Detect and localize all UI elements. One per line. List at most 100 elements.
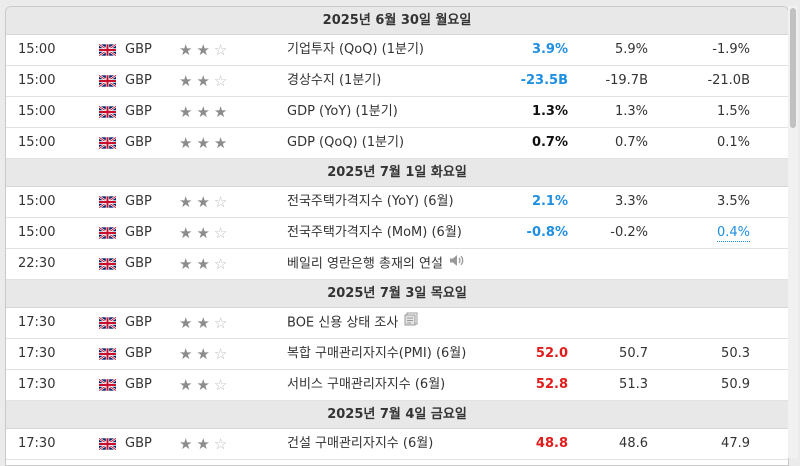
currency-code: GBP bbox=[125, 256, 152, 271]
previous-value[interactable]: 0.4% bbox=[716, 218, 750, 248]
uk-flag-icon bbox=[98, 74, 117, 88]
previous-value: 3.5% bbox=[716, 194, 750, 209]
uk-flag-icon bbox=[98, 347, 117, 361]
star-filled-icon: ★ bbox=[196, 224, 210, 242]
event-row[interactable]: 15:00 GBP ★ ★ ☆ 기업투자 (QoQ) (1분기) 3.9% 5.9% -1.9% bbox=[6, 35, 788, 66]
star-filled-icon: ★ bbox=[179, 41, 193, 59]
date-header: 2025년 7월 3일 목요일 bbox=[6, 280, 788, 308]
event-name[interactable]: 건설 구매관리자지수 (6월) bbox=[287, 429, 433, 459]
forecast-value: 51.3 bbox=[619, 377, 648, 392]
importance-stars: ★ ★ ☆ bbox=[179, 35, 227, 65]
forecast-value: 5.9% bbox=[614, 42, 648, 57]
uk-flag-icon bbox=[98, 437, 117, 451]
event-row[interactable]: 15:00 GBP ★ ★ ☆ 전국주택가격지수 (MoM) (6월) -0.8% -0.2%… bbox=[6, 218, 788, 249]
star-filled-icon: ★ bbox=[196, 345, 210, 363]
uk-flag-icon bbox=[98, 105, 117, 119]
star-empty-icon: ☆ bbox=[213, 314, 228, 332]
star-filled-icon: ★ bbox=[213, 134, 228, 152]
event-time: 15:00 bbox=[18, 42, 56, 57]
previous-value: 50.9 bbox=[721, 377, 750, 392]
importance-stars: ★ ★ ☆ bbox=[179, 308, 227, 338]
star-filled-icon: ★ bbox=[179, 193, 193, 211]
event-name-label: 베일리 영란은행 총재의 연설 bbox=[287, 256, 443, 272]
date-header: 2025년 6월 30일 월요일 bbox=[6, 7, 788, 35]
event-row[interactable]: 15:00 GBP ★ ★ ☆ 경상수지 (1분기) -23.5B -19.7B -21.0B bbox=[6, 66, 788, 97]
economic-calendar: 2025년 6월 30일 월요일 15:00 GBP ★ ★ ☆ 기업투자 (QoQ) (1… bbox=[5, 6, 789, 466]
star-filled-icon: ★ bbox=[179, 72, 193, 90]
scrollbar-thumb[interactable] bbox=[790, 8, 796, 128]
uk-flag-icon bbox=[98, 136, 117, 150]
star-filled-icon: ★ bbox=[196, 103, 210, 121]
importance-stars: ★ ★ ★ bbox=[179, 97, 227, 127]
event-name-label: 건설 구매관리자지수 (6월) bbox=[287, 436, 434, 451]
event-name[interactable]: 복합 구매관리자지수(PMI) (6월) bbox=[287, 339, 466, 369]
actual-value: 52.8 bbox=[535, 377, 568, 392]
event-time: 15:00 bbox=[18, 194, 56, 209]
currency-code: GBP bbox=[125, 104, 152, 119]
star-empty-icon: ☆ bbox=[213, 72, 228, 90]
uk-flag-icon bbox=[98, 226, 117, 240]
actual-value: 48.8 bbox=[535, 436, 568, 451]
event-name[interactable]: 베일리 영란은행 총재의 연설 bbox=[287, 249, 464, 280]
event-name-label: GDP (QoQ) (1분기) bbox=[287, 135, 405, 150]
importance-stars: ★ ★ ☆ bbox=[179, 429, 227, 459]
star-empty-icon: ☆ bbox=[213, 376, 228, 394]
star-filled-icon: ★ bbox=[196, 435, 210, 453]
importance-stars: ★ ★ ☆ bbox=[179, 66, 227, 96]
currency-code: GBP bbox=[125, 42, 152, 57]
star-filled-icon: ★ bbox=[179, 255, 193, 273]
event-name-label: 전국주택가격지수 (YoY) (6월) bbox=[287, 194, 454, 209]
event-name[interactable]: 전국주택가격지수 (MoM) (6월) bbox=[287, 218, 462, 248]
document-icon bbox=[404, 308, 418, 338]
star-filled-icon: ★ bbox=[196, 255, 210, 273]
actual-value: -23.5B bbox=[520, 73, 568, 88]
currency-code: GBP bbox=[125, 377, 152, 392]
event-name[interactable]: 경상수지 (1분기) bbox=[287, 66, 381, 96]
event-name[interactable]: 기업투자 (QoQ) (1분기) bbox=[287, 35, 424, 65]
star-filled-icon: ★ bbox=[213, 103, 228, 121]
event-row[interactable]: 17:30 GBP ★ ★ ☆ 건설 구매관리자지수 (6월) 48.8 48.6 47.9 bbox=[6, 429, 788, 460]
event-name[interactable]: BOE 신용 상태 조사 bbox=[287, 308, 418, 339]
event-row[interactable]: 17:30 GBP ★ ★ ☆ 복합 구매관리자지수(PMI) (6월) 52.0 50.7 5… bbox=[6, 339, 788, 370]
event-row[interactable]: 15:00 GBP ★ ★ ★ GDP (QoQ) (1분기) 0.7% 0.7% 0.1% bbox=[6, 128, 788, 159]
forecast-value: 48.6 bbox=[619, 436, 648, 451]
importance-stars: ★ ★ ☆ bbox=[179, 249, 227, 279]
event-row[interactable]: 15:00 GBP ★ ★ ☆ 전국주택가격지수 (YoY) (6월) 2.1% 3.3% 3.… bbox=[6, 187, 788, 218]
event-row[interactable]: 17:30 GBP ★ ★ ☆ 서비스 구매관리자지수 (6월) 52.8 51.3 50.9 bbox=[6, 370, 788, 401]
event-row[interactable]: 17:30 GBP ★ ★ ☆ BOE 신용 상태 조사 bbox=[6, 308, 788, 339]
currency-code: GBP bbox=[125, 73, 152, 88]
star-filled-icon: ★ bbox=[179, 314, 193, 332]
previous-value: 1.5% bbox=[716, 104, 750, 119]
actual-value: 3.9% bbox=[531, 42, 568, 57]
importance-stars: ★ ★ ★ bbox=[179, 128, 227, 158]
star-filled-icon: ★ bbox=[179, 345, 193, 363]
event-name[interactable]: 서비스 구매관리자지수 (6월) bbox=[287, 370, 445, 400]
star-filled-icon: ★ bbox=[196, 72, 210, 90]
importance-stars: ★ ★ ☆ bbox=[179, 370, 227, 400]
date-header: 2025년 7월 4일 금요일 bbox=[6, 401, 788, 429]
importance-stars: ★ ★ ☆ bbox=[179, 339, 227, 369]
event-time: 22:30 bbox=[18, 256, 56, 271]
vertical-scrollbar[interactable] bbox=[788, 6, 798, 458]
importance-stars: ★ ★ ☆ bbox=[179, 187, 227, 217]
actual-value: 52.0 bbox=[535, 346, 568, 361]
event-name[interactable]: GDP (QoQ) (1분기) bbox=[287, 128, 404, 158]
event-time: 17:30 bbox=[18, 377, 56, 392]
event-time: 15:00 bbox=[18, 225, 56, 240]
event-time: 17:30 bbox=[18, 315, 56, 330]
currency-code: GBP bbox=[125, 194, 152, 209]
event-row[interactable]: 15:00 GBP ★ ★ ★ GDP (YoY) (1분기) 1.3% 1.3% 1.5% bbox=[6, 97, 788, 128]
star-filled-icon: ★ bbox=[196, 376, 210, 394]
event-name-label: BOE 신용 상태 조사 bbox=[287, 315, 399, 331]
event-name-label: GDP (YoY) (1분기) bbox=[287, 104, 398, 119]
event-name[interactable]: 전국주택가격지수 (YoY) (6월) bbox=[287, 187, 454, 217]
currency-code: GBP bbox=[125, 436, 152, 451]
star-filled-icon: ★ bbox=[196, 314, 210, 332]
date-header: 2025년 7월 1일 화요일 bbox=[6, 159, 788, 187]
previous-revised-value[interactable]: 0.4% bbox=[716, 225, 750, 242]
actual-value: 0.7% bbox=[531, 135, 568, 150]
star-filled-icon: ★ bbox=[196, 134, 210, 152]
event-row[interactable]: 22:30 GBP ★ ★ ☆ 베일리 영란은행 총재의 연설 bbox=[6, 249, 788, 280]
event-name[interactable]: GDP (YoY) (1분기) bbox=[287, 97, 398, 127]
calendar-table: 2025년 6월 30일 월요일 15:00 GBP ★ ★ ☆ 기업투자 (QoQ) (1… bbox=[6, 7, 788, 460]
